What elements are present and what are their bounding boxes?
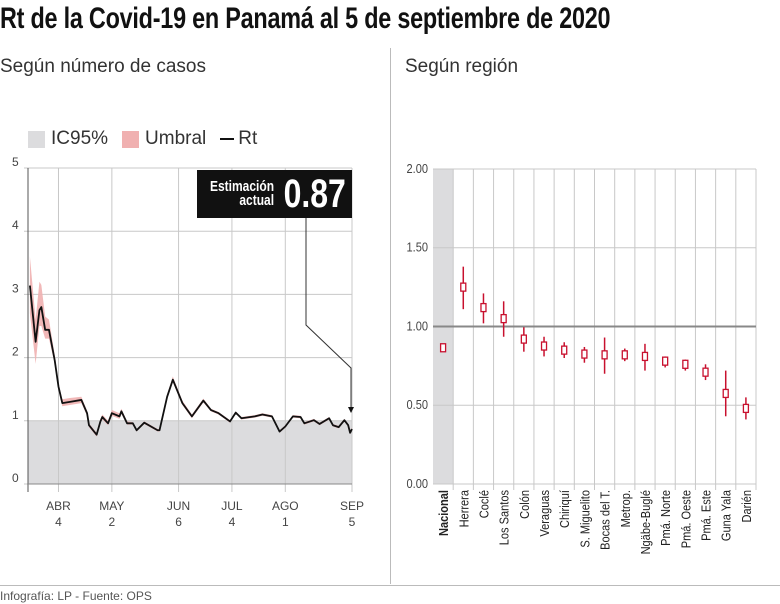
y-tick-label: 0.00 <box>407 476 429 491</box>
label-line2: actual <box>239 192 275 209</box>
y-tick-label: 3 <box>12 281 19 295</box>
point-marker <box>460 282 467 292</box>
category-label: Pmá. Oeste <box>678 490 693 549</box>
category-label: Ngäbe-Buglé <box>638 490 653 555</box>
y-tick-label: 1 <box>12 408 19 422</box>
right-subtitle: Según región <box>405 56 519 77</box>
legend-rt: Rt <box>220 128 257 150</box>
legend-umbral: Umbral <box>122 128 206 150</box>
point-marker <box>480 302 487 313</box>
x-tick-day: 2 <box>109 515 116 529</box>
y-tick-label: 2.00 <box>407 161 429 176</box>
point-marker <box>702 367 709 377</box>
category-label: Los Santos <box>497 490 512 545</box>
x-tick-day: 1 <box>282 515 289 529</box>
category-label: Bocas del T. <box>598 490 613 550</box>
y-tick-label: 4 <box>12 218 19 232</box>
panel-divider <box>390 48 391 584</box>
legend-label: Rt <box>238 128 258 149</box>
left-subtitle: Según número de casos <box>0 56 206 77</box>
point-marker <box>540 341 548 351</box>
y-tick-label: 1.00 <box>407 319 429 334</box>
point-marker <box>722 388 729 399</box>
y-tick-label: 2 <box>12 345 19 359</box>
x-tick-month: SEP <box>340 499 364 513</box>
legend: IC95% Umbral Rt <box>28 128 271 150</box>
legend-ic95: IC95% <box>28 128 108 150</box>
x-tick-day: 5 <box>349 515 356 529</box>
category-label: Chiriquí <box>557 489 572 528</box>
category-label: Veraguas <box>537 490 552 537</box>
legend-label: IC95% <box>51 128 109 149</box>
category-label: Nacional <box>436 490 451 536</box>
rt-swatch <box>220 138 235 140</box>
page-title: Rt de la Covid-19 en Panamá al 5 de sept… <box>0 2 611 35</box>
category-label: Coclé <box>477 490 492 518</box>
point-marker <box>621 350 628 360</box>
y-tick-label: 5 <box>12 155 19 169</box>
point-marker <box>601 350 608 360</box>
ic95-swatch <box>28 130 45 148</box>
point-marker <box>500 313 507 324</box>
point-marker <box>662 356 669 366</box>
category-label: Pmá. Norte <box>658 490 673 546</box>
y-tick-label: 0.50 <box>407 397 429 412</box>
callout-arrow-icon <box>348 407 354 413</box>
legend-label: Umbral <box>145 128 207 149</box>
footer-rule <box>0 585 780 586</box>
x-tick-day: 6 <box>175 515 182 529</box>
current-estimate-label: Estimación actual <box>210 178 275 209</box>
category-label: Pmá. Este <box>699 490 714 541</box>
point-marker <box>439 343 447 353</box>
x-tick-day: 4 <box>55 515 62 529</box>
point-marker <box>581 349 588 359</box>
umbral-swatch <box>122 130 140 148</box>
x-tick-month: MAY <box>99 499 124 513</box>
point-marker <box>641 351 649 362</box>
y-tick-label: 1.50 <box>407 240 429 255</box>
current-estimate-box: Estimación actual 0.87 <box>197 170 352 218</box>
x-tick-month: ABR <box>46 499 71 513</box>
point-marker <box>561 345 568 355</box>
x-tick-month: JUL <box>221 499 243 513</box>
point-marker <box>520 334 527 344</box>
y-tick-label: 0 <box>12 471 19 485</box>
x-tick-month: AGO <box>272 499 299 513</box>
category-label: Herrera <box>456 490 471 528</box>
category-label: Colón <box>517 490 532 519</box>
callout-line <box>305 218 352 408</box>
current-estimate-value: 0.87 <box>283 171 346 216</box>
ic95-shaded-area <box>28 420 352 484</box>
point-marker <box>742 403 750 414</box>
x-tick-day: 4 <box>229 515 236 529</box>
category-label: Darién <box>739 490 754 523</box>
point-marker <box>682 359 689 369</box>
category-label: Metrop. <box>618 490 633 527</box>
label-line1: Estimación <box>210 178 275 195</box>
umbral-band <box>29 256 352 437</box>
footer-source: Infografía: LP - Fuente: OPS <box>0 589 152 603</box>
rt-line <box>29 285 353 436</box>
x-tick-month: JUN <box>167 499 190 513</box>
category-label: Guna Yala <box>719 490 734 541</box>
category-label: S. Miguelito <box>578 490 593 548</box>
